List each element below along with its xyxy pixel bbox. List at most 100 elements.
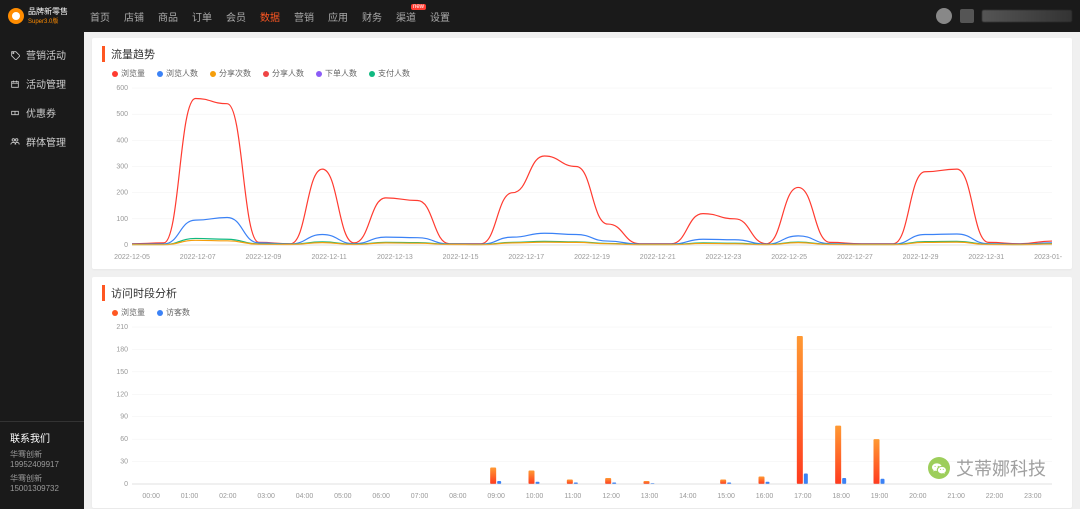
traffic-legend: 浏览量 浏览人数 分享次数 分享人数 下单人数 支付人数 (112, 68, 1062, 79)
topbar: 品牌新零售 Super3.0版 首页店铺商品订单会员数据营销应用财务渠道new 设… (0, 0, 1080, 32)
svg-text:0: 0 (124, 481, 128, 488)
svg-text:13:00: 13:00 (641, 493, 659, 500)
sidebar-item-label: 优惠券 (26, 105, 56, 120)
svg-text:100: 100 (116, 216, 128, 223)
sidebar-menu: 营销活动活动管理优惠券群体管理 (0, 32, 84, 421)
sidebar-item-label: 群体管理 (26, 134, 66, 149)
svg-text:01:00: 01:00 (181, 493, 199, 500)
nav-item[interactable]: 财务 (362, 0, 382, 33)
svg-text:09:00: 09:00 (487, 493, 505, 500)
svg-text:20:00: 20:00 (909, 493, 927, 500)
legend-dot (157, 310, 163, 316)
nav-item[interactable]: 渠道new (396, 0, 416, 33)
avatar[interactable] (936, 8, 952, 24)
svg-text:14:00: 14:00 (679, 493, 697, 500)
nav-item[interactable]: 订单 (192, 0, 212, 33)
svg-text:00:00: 00:00 (142, 493, 160, 500)
svg-text:2022-12-23: 2022-12-23 (706, 254, 742, 261)
svg-text:2022-12-25: 2022-12-25 (771, 254, 807, 261)
svg-text:0: 0 (124, 242, 128, 249)
svg-text:23:00: 23:00 (1024, 493, 1042, 500)
legend-item[interactable]: 浏览量 (112, 68, 145, 79)
top-nav: 首页店铺商品订单会员数据营销应用财务渠道new 设置 (90, 0, 936, 33)
svg-text:180: 180 (116, 346, 128, 353)
svg-text:2022-12-27: 2022-12-27 (837, 254, 873, 261)
ticket-icon (10, 108, 20, 118)
svg-text:05:00: 05:00 (334, 493, 352, 500)
contact-phone: 19952409917 (10, 460, 74, 469)
svg-text:2022-12-17: 2022-12-17 (508, 254, 544, 261)
legend-label: 浏览量 (121, 307, 145, 318)
legend-dot (316, 71, 322, 77)
contact-block: 联系我们 华骞创新19952409917华骞创新15001309732 (0, 421, 84, 509)
svg-text:2022-12-21: 2022-12-21 (640, 254, 676, 261)
legend-label: 浏览人数 (166, 68, 198, 79)
svg-text:30: 30 (120, 459, 128, 466)
legend-item[interactable]: 下单人数 (316, 68, 357, 79)
traffic-chart: 01002003004005006002022-12-052022-12-072… (102, 83, 1062, 263)
traffic-trend-card: 流量趋势 浏览量浏览人数分享次数分享人数下单人数支付人数 01002003004… (92, 38, 1072, 269)
legend-item[interactable]: 浏览人数 (157, 68, 198, 79)
svg-text:02:00: 02:00 (219, 493, 237, 500)
nav-item[interactable]: 应用 (328, 0, 348, 33)
nav-item[interactable]: 数据 (260, 0, 280, 33)
legend-dot (369, 71, 375, 77)
svg-text:10:00: 10:00 (526, 493, 544, 500)
svg-text:2022-12-09: 2022-12-09 (246, 254, 282, 261)
svg-text:22:00: 22:00 (986, 493, 1004, 500)
svg-text:16:00: 16:00 (756, 493, 774, 500)
svg-text:600: 600 (116, 85, 128, 92)
svg-text:11:00: 11:00 (564, 493, 581, 500)
sidebar-item[interactable]: 营销活动 (0, 40, 84, 69)
sidebar-item-label: 活动管理 (26, 76, 66, 91)
legend-item[interactable]: 浏览量 (112, 307, 145, 318)
svg-text:150: 150 (116, 369, 128, 376)
svg-text:12:00: 12:00 (602, 493, 620, 500)
legend-item[interactable]: 访客数 (157, 307, 190, 318)
sidebar-item[interactable]: 活动管理 (0, 69, 84, 98)
svg-text:200: 200 (116, 190, 128, 197)
contact-name: 华骞创新 (10, 473, 74, 484)
svg-text:2022-12-13: 2022-12-13 (377, 254, 413, 261)
legend-item[interactable]: 支付人数 (369, 68, 410, 79)
legend-label: 支付人数 (378, 68, 410, 79)
legend-label: 浏览量 (121, 68, 145, 79)
nav-item[interactable]: 会员 (226, 0, 246, 33)
brand-name: 品牌新零售 (28, 8, 68, 16)
svg-text:06:00: 06:00 (372, 493, 390, 500)
legend-item[interactable]: 分享人数 (263, 68, 304, 79)
svg-text:03:00: 03:00 (257, 493, 275, 500)
svg-text:18:00: 18:00 (832, 493, 850, 500)
nav-item[interactable]: 首页 (90, 0, 110, 33)
calendar-icon (10, 79, 20, 89)
svg-text:2023-01-03: 2023-01-03 (1034, 254, 1062, 261)
svg-text:2022-12-07: 2022-12-07 (180, 254, 216, 261)
logo: 品牌新零售 Super3.0版 (8, 8, 84, 25)
legend-dot (112, 310, 118, 316)
legend-item[interactable]: 分享次数 (210, 68, 251, 79)
traffic-trend-title: 流量趋势 (102, 46, 1062, 62)
nav-item[interactable]: 店铺 (124, 0, 144, 33)
svg-text:2022-12-31: 2022-12-31 (968, 254, 1004, 261)
sidebar: 营销活动活动管理优惠券群体管理 联系我们 华骞创新19952409917华骞创新… (0, 32, 84, 509)
sidebar-item[interactable]: 优惠券 (0, 98, 84, 127)
svg-text:15:00: 15:00 (717, 493, 735, 500)
contact-phone: 15001309732 (10, 484, 74, 493)
svg-text:04:00: 04:00 (296, 493, 314, 500)
svg-text:210: 210 (116, 324, 128, 331)
svg-text:90: 90 (120, 414, 128, 421)
theme-toggle-icon[interactable] (960, 9, 974, 23)
user-name[interactable] (982, 10, 1072, 22)
nav-item[interactable]: 商品 (158, 0, 178, 33)
nav-item[interactable]: 设置 (430, 0, 450, 33)
logo-icon (8, 8, 24, 24)
svg-text:2022-12-29: 2022-12-29 (903, 254, 939, 261)
sidebar-item[interactable]: 群体管理 (0, 127, 84, 156)
nav-item[interactable]: 营销 (294, 0, 314, 33)
svg-text:2022-12-19: 2022-12-19 (574, 254, 610, 261)
time-analysis-title: 访问时段分析 (102, 285, 1062, 301)
time-analysis-card: 访问时段分析 浏览量访客数 030609012015018021000:0001… (92, 277, 1072, 508)
time-legend: 浏览量 访客数 (112, 307, 1062, 318)
legend-dot (157, 71, 163, 77)
svg-text:500: 500 (116, 111, 128, 118)
